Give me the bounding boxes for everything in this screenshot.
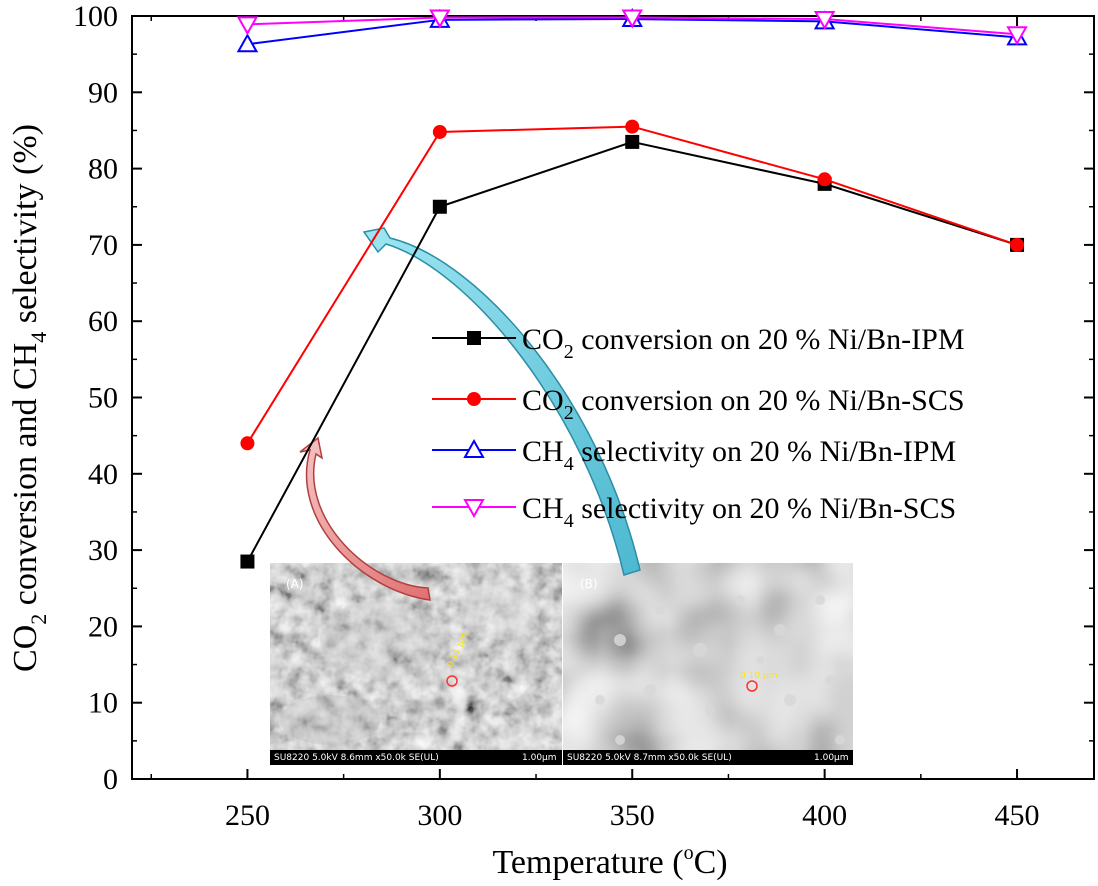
series-3-point-400 bbox=[813, 11, 836, 31]
sem-a-marker bbox=[446, 675, 458, 687]
sem-b-info: SU8220 5.0kV 8.7mm x50.0k SE(UL) bbox=[567, 753, 732, 763]
y-tick-label-100: 100 bbox=[73, 0, 118, 33]
y-tick-label-0: 0 bbox=[103, 763, 118, 796]
y-tick-label-60: 60 bbox=[88, 305, 118, 338]
series-2-point-250 bbox=[236, 33, 259, 53]
legend-label-2: CH4 selectivity on 20 % Ni/Bn-IPM bbox=[522, 435, 956, 475]
sem-b-scale: 1.00μm bbox=[814, 753, 849, 763]
series-1-point-400 bbox=[817, 172, 832, 187]
sem-a-scale: 1.00μm bbox=[522, 753, 557, 763]
sem-inset: SU8220 5.0kV 8.6mm x50.0k SE(UL) 1.00μm … bbox=[270, 563, 853, 765]
legend-marker-3 bbox=[463, 499, 485, 519]
y-tick-label-80: 80 bbox=[88, 153, 118, 186]
legend-item-3: CH4 selectivity on 20 % Ni/Bn-SCS bbox=[432, 492, 956, 532]
y-tick-label-20: 20 bbox=[88, 610, 118, 643]
series-3-point-350 bbox=[621, 9, 643, 29]
red-arrow bbox=[299, 436, 431, 601]
sem-b-marker bbox=[746, 680, 758, 692]
y-tick-label-10: 10 bbox=[88, 687, 118, 720]
x-tick-label-400: 400 bbox=[802, 799, 847, 832]
x-tick-label-450: 450 bbox=[995, 799, 1040, 832]
series-1-point-350 bbox=[625, 119, 640, 134]
legend-item-1: CO2 conversion on 20 % Ni/Bn-SCS bbox=[432, 384, 965, 424]
x-axis-title: Temperature (oC) bbox=[492, 842, 727, 881]
legend-marker-1 bbox=[467, 392, 481, 406]
x-tick-label-250: 250 bbox=[225, 799, 270, 832]
y-axis-title: CO2 conversion and CH4 selectivity (%) bbox=[7, 124, 51, 672]
series-3 bbox=[236, 9, 1028, 46]
y-tick-label-90: 90 bbox=[88, 76, 118, 109]
legend-item-2: CH4 selectivity on 20 % Ni/Bn-IPM bbox=[432, 435, 956, 475]
sem-b-particles bbox=[595, 575, 845, 745]
series-0-point-350 bbox=[625, 134, 640, 149]
series-1-point-450 bbox=[1010, 237, 1025, 252]
sem-b-label: (B) bbox=[580, 577, 598, 591]
series-1-point-250 bbox=[240, 436, 255, 451]
sem-panel-b: SU8220 5.0kV 8.7mm x50.0k SE(UL) 1.00μm … bbox=[563, 563, 853, 765]
cyan-arrow bbox=[362, 227, 641, 576]
series-layer bbox=[236, 8, 1028, 569]
legend-label-1: CO2 conversion on 20 % Ni/Bn-SCS bbox=[522, 384, 965, 424]
y-tick-label-40: 40 bbox=[88, 458, 118, 491]
y-axis: 0 10 20 30 40 50 60 70 80 90 100 bbox=[73, 0, 1094, 796]
x-tick-label-300: 300 bbox=[417, 799, 462, 832]
legend-label-3: CH4 selectivity on 20 % Ni/Bn-SCS bbox=[522, 492, 956, 532]
x-tick-label-350: 350 bbox=[610, 799, 655, 832]
legend-marker-0 bbox=[467, 331, 481, 345]
series-3-point-450 bbox=[1006, 26, 1028, 46]
legend: CO2 conversion on 20 % Ni/Bn-IPM CO2 conv… bbox=[432, 323, 965, 532]
series-1 bbox=[240, 119, 1025, 451]
sem-b-measure: 0.10 μm bbox=[740, 671, 777, 681]
series-1-point-300 bbox=[432, 124, 447, 139]
y-tick-label-30: 30 bbox=[88, 534, 118, 567]
legend-item-0: CO2 conversion on 20 % Ni/Bn-IPM bbox=[432, 323, 965, 363]
sem-a-info: SU8220 5.0kV 8.6mm x50.0k SE(UL) bbox=[274, 753, 439, 763]
series-0-point-300 bbox=[432, 199, 447, 214]
series-3-point-300 bbox=[429, 9, 451, 29]
y-tick-label-50: 50 bbox=[88, 382, 118, 415]
sem-a-label: (A) bbox=[286, 577, 304, 591]
series-3-point-250 bbox=[236, 16, 259, 36]
y-tick-label-70: 70 bbox=[88, 229, 118, 262]
legend-label-0: CO2 conversion on 20 % Ni/Bn-IPM bbox=[522, 323, 965, 363]
series-0-point-250 bbox=[240, 554, 255, 569]
legend-marker-2 bbox=[463, 438, 485, 458]
